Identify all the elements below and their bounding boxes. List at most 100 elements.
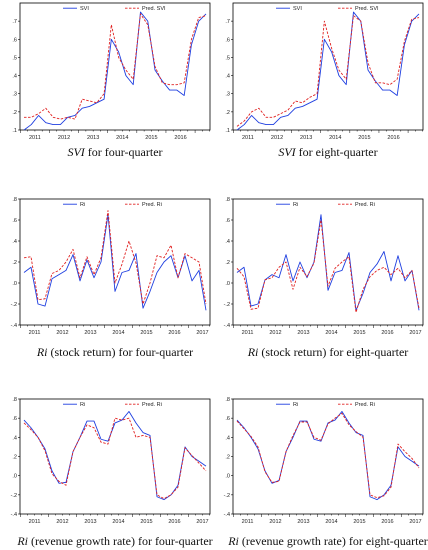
- y-tick-label: .0: [12, 281, 17, 287]
- y-tick-label: .5: [12, 55, 17, 61]
- legend-label: Ri: [293, 202, 298, 208]
- chart-panel-5: -.4 -.2 .0 .2 .4 .6 .8 2011 2012 2013 2014 2015 2016…: [11, 397, 213, 548]
- y-tick-label: .2: [12, 455, 17, 461]
- y-tick-label: .1: [225, 128, 230, 134]
- chart-panel-2: .1 .2 .3 .4 .5 .6 .7 2011 2012 2013 2014 2015 2016 SV…: [225, 2, 424, 159]
- y-tick-label: -.2: [11, 493, 17, 499]
- y-tick-label: -.4: [224, 512, 230, 518]
- x-tick-label: 2015: [353, 519, 365, 525]
- x-tick-label: 2012: [58, 135, 70, 141]
- x-tick-label: 2017: [409, 330, 421, 336]
- x-tick-label: 2016: [381, 519, 393, 525]
- y-tick-label: .2: [225, 110, 230, 116]
- y-tick-label: .6: [12, 218, 17, 224]
- y-tick-label: .2: [12, 110, 17, 116]
- series-line-pred-svi: [24, 13, 207, 120]
- y-tick-label: .0: [225, 281, 230, 287]
- x-tick-label: 2013: [84, 519, 96, 525]
- y-tick-label: .2: [225, 260, 230, 266]
- x-tick-label: 2016: [387, 135, 399, 141]
- x-tick-label: 2014: [116, 135, 128, 141]
- chart-caption: Ri (stock return) for four-quarter: [36, 345, 193, 359]
- series-line-ri: [236, 411, 420, 501]
- y-tick-label: .6: [12, 416, 17, 422]
- y-tick-label: .4: [12, 74, 17, 80]
- series-line-svi: [236, 11, 420, 131]
- legend-label: SVI: [80, 6, 89, 12]
- y-tick-label: .1: [12, 128, 17, 134]
- x-tick-label: 2015: [353, 330, 365, 336]
- y-tick-label: .8: [12, 197, 17, 203]
- x-tick-label: 2011: [242, 135, 254, 141]
- y-tick-label: .6: [225, 416, 230, 422]
- y-tick-label: -.4: [224, 323, 230, 329]
- chart-panel-6: -.4 -.2 .0 .2 .4 .6 .8 2011 2012 2013 2014 2015 2016…: [224, 397, 428, 548]
- series-line-pred-ri: [236, 412, 420, 499]
- y-tick-label: .8: [225, 397, 230, 403]
- x-tick-label: 2016: [381, 330, 393, 336]
- series-line-svi: [23, 11, 207, 131]
- legend-label: Pred. Ri: [355, 402, 375, 408]
- chart-panel-4: -.4 -.2 .0 .2 .4 .6 .8 2011 2012 2013 2014 2015 2016…: [224, 197, 424, 359]
- x-tick-label: 2016: [168, 330, 180, 336]
- chart-caption: Ri (revenue growth rate) for four-quarte…: [16, 534, 212, 548]
- y-tick-label: .2: [225, 455, 230, 461]
- plot-frame: [232, 198, 424, 326]
- series-line-pred-ri: [23, 417, 207, 500]
- x-tick-label: 2015: [358, 135, 370, 141]
- y-tick-label: -.4: [11, 512, 17, 518]
- y-tick-label: .8: [225, 197, 230, 203]
- y-tick-label: -.4: [11, 323, 17, 329]
- plot-frame: [232, 398, 424, 515]
- x-tick-label: 2015: [145, 135, 157, 141]
- x-tick-label: 2013: [300, 135, 312, 141]
- series-line-pred-ri: [23, 210, 207, 305]
- legend-label: Pred. SVI: [142, 6, 166, 12]
- legend-label: Ri: [80, 202, 85, 208]
- chart-caption: SVI for eight-quarter: [278, 145, 377, 159]
- series-line-pred-svi: [236, 15, 420, 127]
- y-tick-label: .4: [12, 435, 17, 441]
- chart-panel-1: .1 .2 .3 .4 .5 .6 .7 2011 2012 2013 2014 2015 2016 SV…: [12, 2, 211, 159]
- legend-label: Pred. Ri: [142, 202, 162, 208]
- y-tick-label: .3: [225, 92, 230, 98]
- x-tick-label: 2014: [325, 519, 337, 525]
- y-tick-label: .5: [225, 55, 230, 61]
- x-tick-label: 2012: [269, 330, 281, 336]
- y-tick-label: .0: [12, 474, 17, 480]
- x-tick-label: 2014: [329, 135, 341, 141]
- x-tick-label: 2014: [112, 330, 124, 336]
- x-tick-label: 2012: [269, 519, 281, 525]
- series-line-pred-ri: [236, 219, 420, 313]
- series-line-ri: [23, 214, 207, 311]
- x-tick-label: 2016: [168, 519, 180, 525]
- chart-caption: Ri (stock return) for eight-quarter: [247, 345, 409, 359]
- x-tick-label: 2016: [174, 135, 186, 141]
- plot-frame: [19, 198, 211, 326]
- series-line-ri: [236, 214, 420, 311]
- y-tick-label: .8: [12, 397, 17, 403]
- y-tick-label: .4: [225, 435, 230, 441]
- x-tick-label: 2012: [271, 135, 283, 141]
- legend-label: Ri: [293, 402, 298, 408]
- y-tick-label: .2: [12, 260, 17, 266]
- x-tick-label: 2017: [196, 330, 208, 336]
- chart-caption: Ri (revenue growth rate) for eight-quart…: [227, 534, 428, 548]
- x-tick-label: 2013: [297, 330, 309, 336]
- x-tick-label: 2015: [140, 330, 152, 336]
- legend-label: Pred. Ri: [355, 202, 375, 208]
- x-tick-label: 2014: [325, 330, 337, 336]
- chart-caption: SVI for four-quarter: [67, 145, 162, 159]
- x-tick-label: 2012: [56, 330, 68, 336]
- y-tick-label: .0: [225, 474, 230, 480]
- y-tick-label: .6: [12, 37, 17, 43]
- x-tick-label: 2014: [112, 519, 124, 525]
- legend-label: SVI: [293, 6, 302, 12]
- x-tick-label: 2011: [242, 519, 254, 525]
- y-tick-label: -.2: [224, 302, 230, 308]
- y-tick-label: -.2: [224, 493, 230, 499]
- y-tick-label: .7: [225, 19, 230, 25]
- x-tick-label: 2011: [242, 330, 254, 336]
- legend-label: Ri: [80, 402, 85, 408]
- x-tick-label: 2015: [140, 519, 152, 525]
